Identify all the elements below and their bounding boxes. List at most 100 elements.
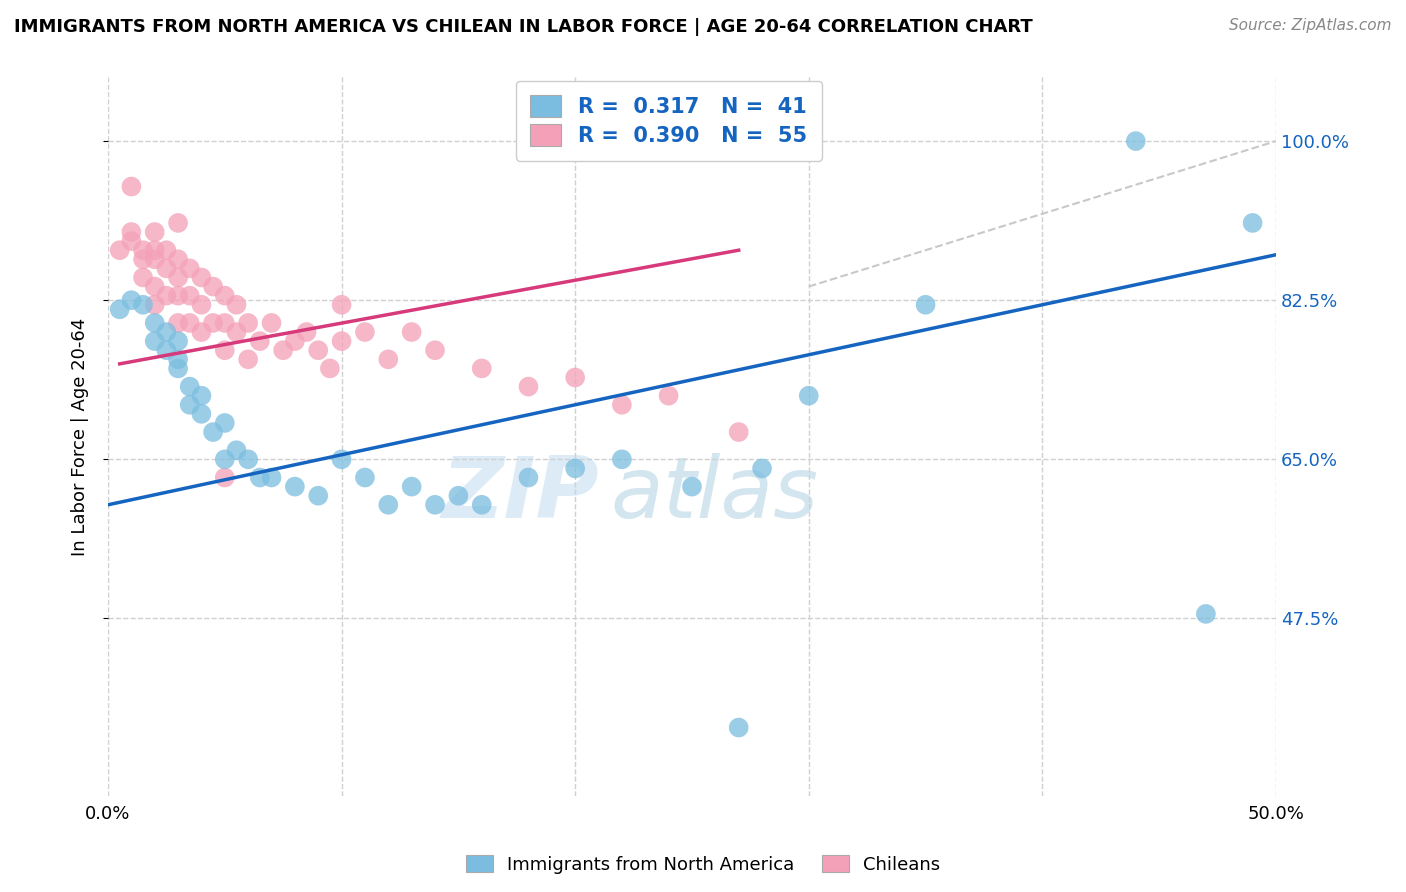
Point bbox=[307, 489, 329, 503]
Point bbox=[260, 470, 283, 484]
Point bbox=[1125, 134, 1147, 148]
Point bbox=[914, 298, 936, 312]
Point bbox=[108, 302, 131, 317]
Point bbox=[179, 261, 201, 276]
Point bbox=[167, 361, 190, 376]
Point bbox=[401, 480, 423, 494]
Point bbox=[132, 252, 155, 267]
Point bbox=[610, 398, 633, 412]
Point bbox=[143, 252, 166, 267]
Point bbox=[167, 270, 190, 285]
Point bbox=[401, 325, 423, 339]
Point bbox=[330, 298, 353, 312]
Point bbox=[1195, 607, 1218, 621]
Point bbox=[167, 316, 190, 330]
Point bbox=[284, 334, 307, 348]
Point bbox=[517, 470, 540, 484]
Point bbox=[214, 416, 236, 430]
Point bbox=[167, 288, 190, 302]
Point bbox=[249, 470, 271, 484]
Point bbox=[236, 452, 259, 467]
Point bbox=[155, 325, 177, 339]
Point bbox=[727, 721, 749, 735]
Point bbox=[167, 252, 190, 267]
Point bbox=[1241, 216, 1264, 230]
Point bbox=[155, 343, 177, 358]
Point bbox=[108, 243, 131, 257]
Point bbox=[564, 461, 586, 475]
Point bbox=[330, 334, 353, 348]
Point bbox=[167, 352, 190, 367]
Point bbox=[284, 480, 307, 494]
Point bbox=[143, 279, 166, 293]
Text: atlas: atlas bbox=[610, 452, 818, 535]
Legend: R =  0.317   N =  41, R =  0.390   N =  55: R = 0.317 N = 41, R = 0.390 N = 55 bbox=[516, 80, 821, 161]
Point bbox=[319, 361, 342, 376]
Point bbox=[225, 298, 247, 312]
Point bbox=[155, 288, 177, 302]
Point bbox=[236, 316, 259, 330]
Point bbox=[271, 343, 294, 358]
Point bbox=[202, 316, 225, 330]
Point bbox=[225, 325, 247, 339]
Point bbox=[423, 343, 446, 358]
Point bbox=[447, 489, 470, 503]
Point bbox=[214, 288, 236, 302]
Text: Source: ZipAtlas.com: Source: ZipAtlas.com bbox=[1229, 18, 1392, 33]
Point bbox=[143, 243, 166, 257]
Point bbox=[179, 379, 201, 393]
Point bbox=[120, 293, 142, 308]
Point bbox=[132, 243, 155, 257]
Point bbox=[202, 425, 225, 439]
Point bbox=[120, 225, 142, 239]
Point bbox=[143, 316, 166, 330]
Legend: Immigrants from North America, Chileans: Immigrants from North America, Chileans bbox=[457, 847, 949, 883]
Point bbox=[797, 389, 820, 403]
Point bbox=[517, 379, 540, 393]
Point bbox=[751, 461, 773, 475]
Point bbox=[330, 452, 353, 467]
Point bbox=[132, 270, 155, 285]
Point bbox=[190, 407, 212, 421]
Point bbox=[179, 316, 201, 330]
Point bbox=[354, 470, 377, 484]
Point bbox=[354, 325, 377, 339]
Point bbox=[471, 361, 494, 376]
Point bbox=[167, 216, 190, 230]
Point bbox=[190, 325, 212, 339]
Point bbox=[423, 498, 446, 512]
Point bbox=[658, 389, 681, 403]
Point bbox=[377, 352, 399, 367]
Point bbox=[120, 179, 142, 194]
Point bbox=[179, 288, 201, 302]
Point bbox=[214, 316, 236, 330]
Point bbox=[143, 334, 166, 348]
Text: ZIP: ZIP bbox=[441, 452, 599, 535]
Y-axis label: In Labor Force | Age 20-64: In Labor Force | Age 20-64 bbox=[72, 318, 89, 556]
Point bbox=[377, 498, 399, 512]
Point bbox=[202, 279, 225, 293]
Point bbox=[249, 334, 271, 348]
Point bbox=[471, 498, 494, 512]
Point bbox=[214, 343, 236, 358]
Point bbox=[143, 225, 166, 239]
Point bbox=[214, 470, 236, 484]
Point bbox=[307, 343, 329, 358]
Text: IMMIGRANTS FROM NORTH AMERICA VS CHILEAN IN LABOR FORCE | AGE 20-64 CORRELATION : IMMIGRANTS FROM NORTH AMERICA VS CHILEAN… bbox=[14, 18, 1033, 36]
Point bbox=[214, 452, 236, 467]
Point bbox=[727, 425, 749, 439]
Point bbox=[179, 398, 201, 412]
Point bbox=[610, 452, 633, 467]
Point bbox=[190, 389, 212, 403]
Point bbox=[260, 316, 283, 330]
Point bbox=[143, 298, 166, 312]
Point bbox=[295, 325, 318, 339]
Point bbox=[120, 234, 142, 248]
Point bbox=[155, 243, 177, 257]
Point bbox=[190, 270, 212, 285]
Point bbox=[167, 334, 190, 348]
Point bbox=[236, 352, 259, 367]
Point bbox=[155, 261, 177, 276]
Point bbox=[564, 370, 586, 384]
Point bbox=[190, 298, 212, 312]
